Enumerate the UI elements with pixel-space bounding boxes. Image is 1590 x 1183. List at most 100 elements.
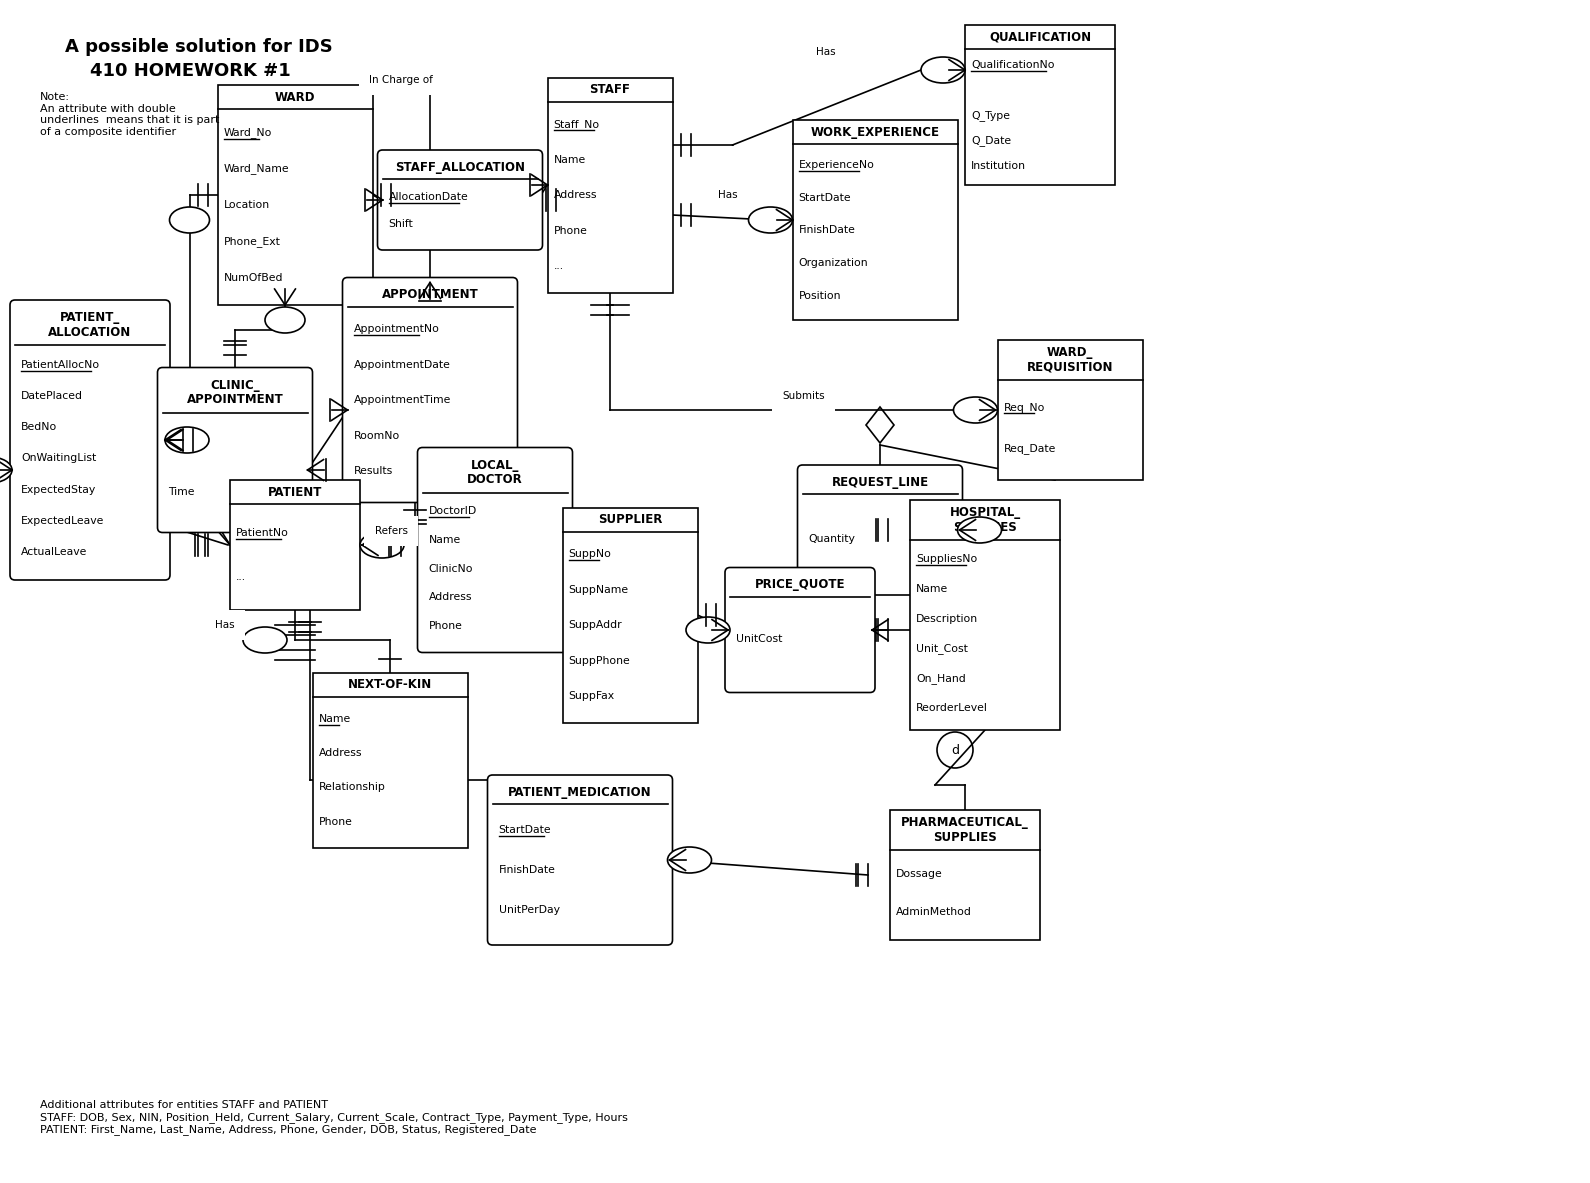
Text: Unit_Cost: Unit_Cost [916,642,968,654]
Text: ExpectedLeave: ExpectedLeave [21,516,105,525]
Text: Req_Date: Req_Date [1003,444,1056,454]
Text: PHARMACEUTICAL_
SUPPLIES: PHARMACEUTICAL_ SUPPLIES [902,816,1029,843]
Ellipse shape [921,57,965,83]
Text: PatientNo: PatientNo [235,528,289,538]
FancyBboxPatch shape [547,78,673,292]
Text: Institution: Institution [971,161,1026,172]
Text: SuppliesNo: SuppliesNo [916,555,978,564]
Ellipse shape [243,627,288,653]
Text: ExpectedStay: ExpectedStay [21,485,97,494]
FancyBboxPatch shape [890,810,1040,940]
Text: BedNo: BedNo [21,422,57,432]
Text: Quantity: Quantity [808,534,855,543]
FancyBboxPatch shape [157,368,313,532]
Text: RoomNo: RoomNo [353,431,399,440]
FancyBboxPatch shape [997,340,1143,480]
Text: Name: Name [553,155,585,164]
Text: ...: ... [553,261,563,271]
Text: LOCAL_
DOCTOR: LOCAL_ DOCTOR [467,459,523,486]
Text: ExperienceNo: ExperienceNo [798,160,874,170]
Text: PATIENT_MEDICATION: PATIENT_MEDICATION [509,786,652,799]
Text: Q_Type: Q_Type [971,110,1010,121]
Text: Description: Description [916,614,978,623]
Text: NumOfBed: NumOfBed [224,273,283,283]
Text: Additional attributes for entities STAFF and PATIENT
STAFF: DOB, Sex, NIN, Posit: Additional attributes for entities STAFF… [40,1100,628,1134]
Text: WARD_
REQUISITION: WARD_ REQUISITION [1027,347,1113,374]
Text: In Charge of: In Charge of [369,75,432,85]
Text: AdminMethod: AdminMethod [897,907,971,917]
Text: Relationship: Relationship [318,782,385,793]
Text: DoctorID: DoctorID [428,506,477,516]
Text: FinishDate: FinishDate [798,226,855,235]
FancyBboxPatch shape [218,85,372,305]
Text: Location: Location [224,200,270,211]
Text: ClinicNo: ClinicNo [428,563,472,574]
Text: AllocationDate: AllocationDate [388,192,467,202]
Text: Phone_Ext: Phone_Ext [224,237,280,247]
Text: QUALIFICATION: QUALIFICATION [989,31,1091,44]
FancyBboxPatch shape [563,508,698,723]
Text: WORK_EXPERIENCE: WORK_EXPERIENCE [811,125,940,138]
Text: Has: Has [215,620,235,631]
Text: SuppPhone: SuppPhone [569,655,630,666]
Text: A possible solution for IDS: A possible solution for IDS [65,38,332,56]
Ellipse shape [165,427,208,453]
Ellipse shape [957,517,1002,543]
Text: PATIENT: PATIENT [267,485,323,498]
Text: Date: Date [169,439,194,448]
Ellipse shape [685,618,730,644]
Text: FinishDate: FinishDate [499,865,555,875]
Text: Name: Name [916,584,948,594]
Text: NEXT-OF-KIN: NEXT-OF-KIN [348,678,432,691]
Text: Name: Name [428,535,461,545]
Ellipse shape [170,207,210,233]
Text: Phone: Phone [318,816,353,827]
Text: Address: Address [553,190,596,200]
Text: SuppName: SuppName [569,584,628,595]
Text: Position: Position [798,291,841,300]
Text: Name: Name [318,713,351,724]
Text: ReorderLevel: ReorderLevel [916,703,987,712]
FancyBboxPatch shape [231,480,359,610]
Text: QualificationNo: QualificationNo [971,60,1054,70]
Text: Organization: Organization [798,258,868,269]
Text: Refers: Refers [375,526,407,536]
Text: SuppFax: SuppFax [569,691,615,702]
Text: Q_Date: Q_Date [971,136,1011,147]
Text: SUPPLIER: SUPPLIER [598,513,661,526]
Text: Results: Results [353,466,393,476]
Text: 410 HOMEWORK #1: 410 HOMEWORK #1 [65,62,291,80]
Text: PRICE_QUOTE: PRICE_QUOTE [755,578,846,592]
Text: Has: Has [816,47,836,57]
Text: d: d [951,743,959,756]
Text: Staff_No: Staff_No [553,119,599,130]
Text: Address: Address [428,593,472,602]
Text: Time: Time [169,486,196,497]
Ellipse shape [0,457,13,483]
Text: PATIENT_
ALLOCATION: PATIENT_ ALLOCATION [48,311,132,338]
Text: STAFF: STAFF [590,83,631,96]
FancyBboxPatch shape [798,465,962,595]
FancyBboxPatch shape [313,672,467,847]
Text: HOSPITAL_
SUPPLIES: HOSPITAL_ SUPPLIES [949,506,1021,534]
Text: Submits: Submits [782,392,825,401]
Text: AppointmentNo: AppointmentNo [353,324,439,335]
Text: WARD: WARD [275,91,315,103]
Text: UnitCost: UnitCost [736,634,782,644]
Text: Dossage: Dossage [897,870,943,879]
Text: Has: Has [717,190,738,200]
Ellipse shape [954,397,997,424]
FancyBboxPatch shape [10,300,170,580]
Text: Phone: Phone [553,226,587,235]
Text: PatientAllocNo: PatientAllocNo [21,360,100,370]
Text: StartDate: StartDate [798,193,851,202]
Text: ActualLeave: ActualLeave [21,547,87,557]
Text: Ward_Name: Ward_Name [224,163,289,174]
Text: ...: ... [235,571,246,582]
Text: OnWaitingList: OnWaitingList [21,453,97,464]
Text: UnitPerDay: UnitPerDay [499,905,560,914]
Ellipse shape [359,532,404,558]
Text: APPOINTMENT: APPOINTMENT [382,287,479,300]
Text: StartDate: StartDate [499,825,552,835]
Text: CLINIC_
APPOINTMENT: CLINIC_ APPOINTMENT [186,379,283,406]
